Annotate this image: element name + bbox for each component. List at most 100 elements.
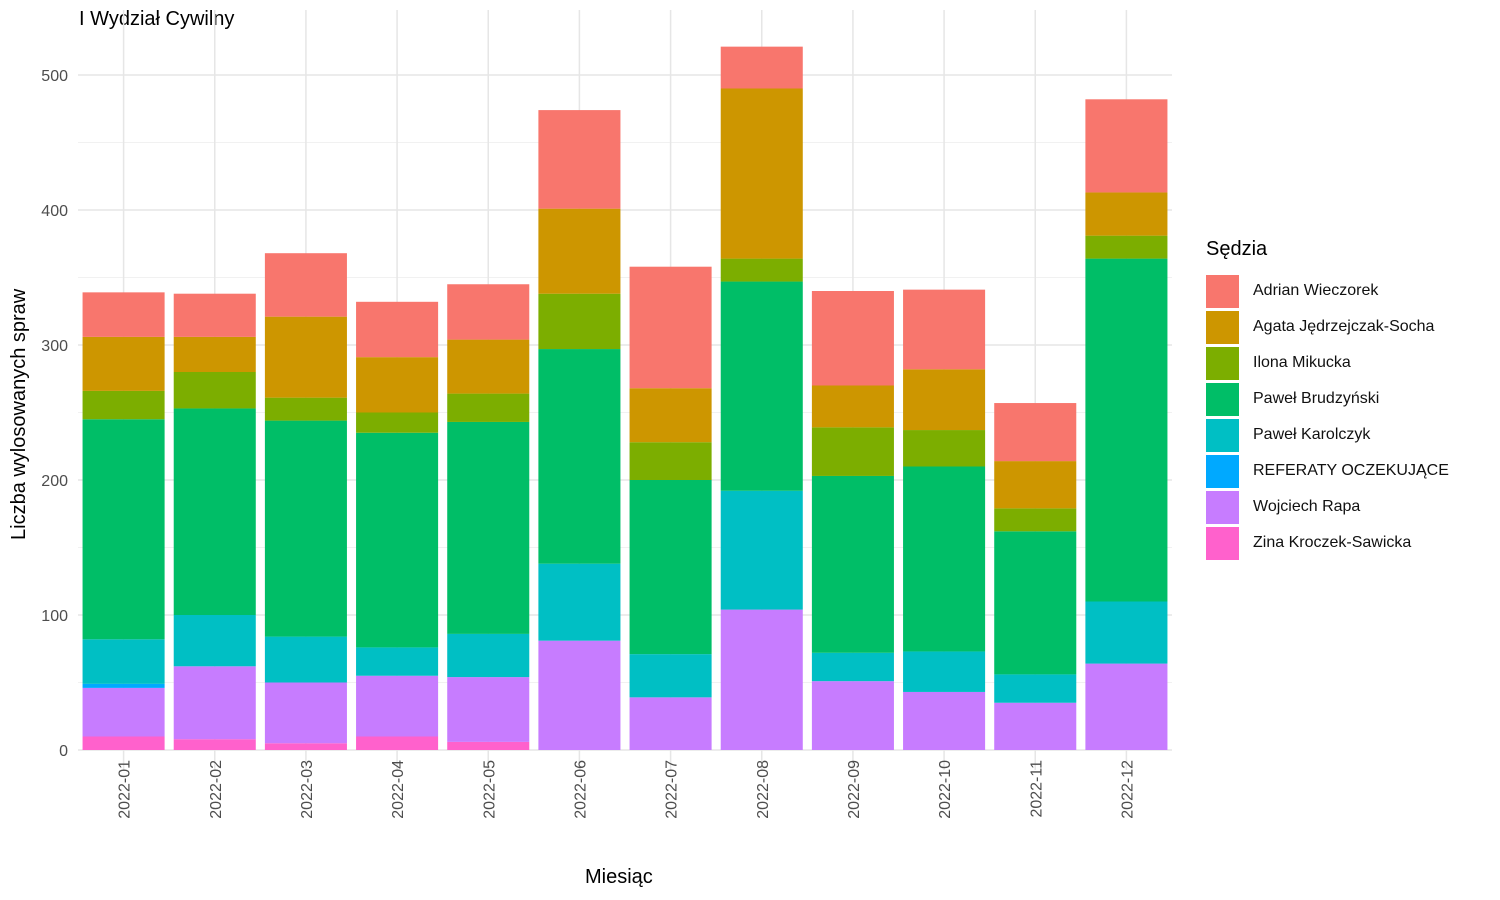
bar-segment <box>82 390 165 420</box>
x-axis-label: Miesiąc <box>585 866 653 888</box>
y-tick-label: 200 <box>41 473 68 490</box>
bar-segment <box>1085 192 1168 236</box>
legend: Sędzia Adrian Wieczorek Agata Jędrzejczak… <box>1206 238 1449 561</box>
legend-swatch <box>1206 418 1239 452</box>
legend-swatch <box>1206 382 1239 416</box>
legend-label: Agata Jędrzejczak-Socha <box>1253 318 1435 335</box>
bar-segment <box>264 743 347 750</box>
y-tick-label: 400 <box>41 203 68 220</box>
legend-swatch <box>1206 526 1239 560</box>
bar-segment <box>720 609 803 750</box>
bar-segment <box>903 691 986 750</box>
bar-segment <box>811 427 894 476</box>
legend-swatch <box>1206 454 1239 488</box>
bar-segment <box>356 432 439 648</box>
y-tick-label: 0 <box>59 743 68 760</box>
bar-segment <box>82 639 165 684</box>
x-tick-label: 2022-06 <box>572 760 589 819</box>
bar-segment <box>447 741 530 750</box>
bar-segment <box>538 640 621 750</box>
bar-segment <box>629 654 712 698</box>
bar-segment <box>538 563 621 641</box>
bar-segment <box>629 388 712 443</box>
bar-segment <box>1085 99 1168 193</box>
bar-segment <box>1085 258 1168 602</box>
bar-segment <box>447 633 530 678</box>
bar-segment <box>538 110 621 209</box>
legend-label: Paweł Brudzyński <box>1253 390 1380 407</box>
bar-segment <box>994 403 1077 462</box>
bar-segment <box>173 408 256 615</box>
bar-segment <box>629 442 712 480</box>
bar-segment <box>173 739 256 750</box>
bar-segment <box>264 253 347 317</box>
legend-swatch <box>1206 310 1239 344</box>
bar-segment <box>82 683 165 688</box>
x-tick-label: 2022-07 <box>664 760 681 819</box>
legend-item: Ilona Mikucka <box>1206 345 1449 381</box>
bar-segment <box>811 385 894 428</box>
legend-swatch <box>1206 346 1239 380</box>
legend-item: Paweł Karolczyk <box>1206 417 1449 453</box>
bar-segment <box>720 281 803 491</box>
bar-segment <box>173 336 256 372</box>
x-tick-label: 2022-11 <box>1028 760 1045 818</box>
bar-segment <box>538 349 621 564</box>
bar-segment <box>903 430 986 467</box>
x-tick-label: 2022-04 <box>390 760 407 819</box>
legend-label: Zina Kroczek-Sawicka <box>1253 534 1412 551</box>
bar-segment <box>720 490 803 610</box>
x-tick-label: 2022-03 <box>299 760 316 819</box>
bar-segment <box>264 420 347 637</box>
bar-segment <box>994 702 1077 750</box>
bar-segment <box>356 357 439 413</box>
bar-segment <box>82 419 165 640</box>
bar-segment <box>903 289 986 370</box>
bar-segment <box>811 681 894 750</box>
y-tick-label: 500 <box>41 68 68 85</box>
x-tick-label: 2022-02 <box>208 760 225 819</box>
bar-segment <box>264 397 347 421</box>
legend-label: Ilona Mikucka <box>1253 354 1351 371</box>
bar-segment <box>356 301 439 358</box>
bar-segment <box>994 531 1077 675</box>
x-tick-labels: 2022-01 2022-02 2022-03 2022-04 2022-05 2022-… <box>117 760 1137 819</box>
legend-item: Zina Kroczek-Sawicka <box>1206 525 1449 561</box>
bar-segment <box>82 336 165 391</box>
x-tick-label: 2022-09 <box>846 760 863 819</box>
bar-segment <box>629 480 712 655</box>
bar-segment <box>264 316 347 398</box>
bar-segment <box>994 508 1077 532</box>
bar-segment <box>538 293 621 350</box>
bar-segment <box>82 736 165 750</box>
bar-segment <box>82 687 165 737</box>
bar-segment <box>447 393 530 422</box>
bar-segment <box>173 293 256 337</box>
legend-title: Sędzia <box>1206 238 1268 260</box>
legend-label: REFERATY OCZEKUJĄCE <box>1253 462 1449 479</box>
bar-segment <box>173 615 256 667</box>
bar-segment <box>447 421 530 634</box>
legend-item: Paweł Brudzyński <box>1206 381 1449 417</box>
x-tick-label: 2022-10 <box>937 760 954 819</box>
x-tick-label: 2022-08 <box>755 760 772 819</box>
bar-segment <box>356 675 439 737</box>
bar-segment <box>903 369 986 431</box>
legend-item: Agata Jędrzejczak-Socha <box>1206 309 1449 345</box>
bar-segment <box>82 292 165 337</box>
bar-segment <box>356 736 439 750</box>
bar-segment <box>994 674 1077 703</box>
bar-segment <box>811 475 894 653</box>
bar-segment <box>173 666 256 740</box>
bar-segment <box>447 677 530 742</box>
x-tick-label: 2022-05 <box>481 760 498 819</box>
legend-item: Wojciech Rapa <box>1206 489 1449 525</box>
y-tick-labels: 0 100 200 300 400 500 <box>41 68 68 760</box>
bar-segment <box>1085 663 1168 750</box>
bars <box>82 46 1168 750</box>
bar-segment <box>1085 601 1168 664</box>
y-axis-label: Liczba wylosowanych spraw <box>8 288 30 540</box>
chart-title: I Wydział Cywilny <box>79 8 235 30</box>
bar-segment <box>629 697 712 750</box>
